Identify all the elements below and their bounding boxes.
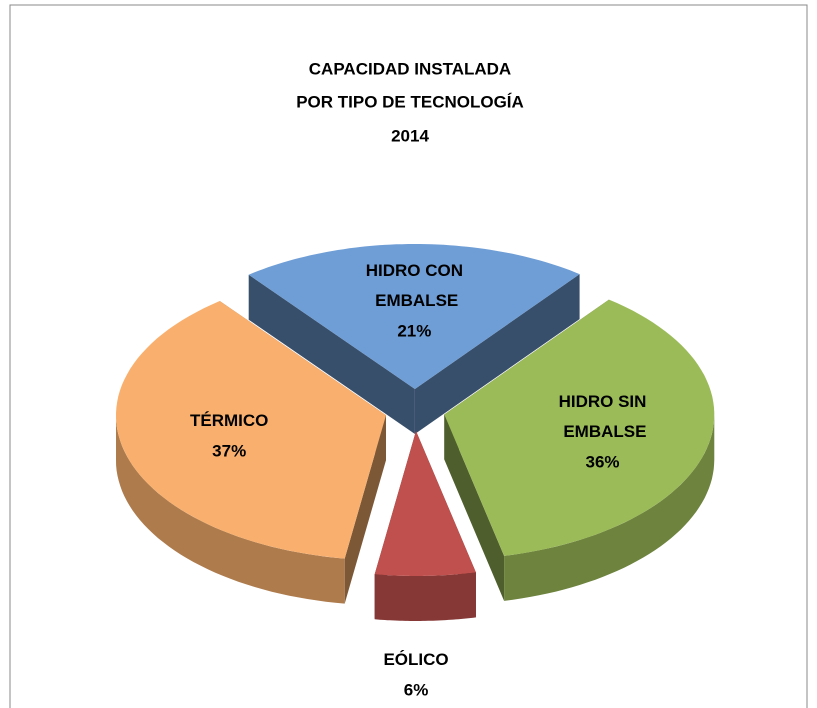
slice-side — [444, 414, 505, 601]
slice-top — [374, 431, 476, 576]
chart-title: 2014 — [391, 126, 429, 145]
slice-value-label: 36% — [586, 453, 620, 472]
slice-side — [344, 415, 386, 604]
chart-title: CAPACIDAD INSTALADA — [309, 59, 511, 78]
slice-label: HIDRO CON EMBALSE — [366, 261, 463, 310]
slice-value-label: 37% — [212, 442, 246, 461]
slice-top — [116, 301, 386, 559]
slice-label: HIDRO SIN EMBALSE — [559, 393, 647, 442]
slice-top — [444, 299, 715, 556]
slice-label: EÓLICO — [383, 650, 448, 669]
slice-value-label: 21% — [397, 321, 431, 340]
slice-side — [248, 274, 415, 434]
slice-wall — [504, 414, 715, 601]
slice-value-label: 6% — [404, 680, 429, 699]
slice-side — [414, 274, 580, 434]
slice-wall — [116, 415, 345, 604]
slice-top — [248, 244, 580, 389]
slice-label: TÉRMICO — [190, 412, 268, 431]
chart-title: POR TIPO DE TECNOLOGÍA — [296, 92, 524, 111]
slice-wall — [374, 572, 476, 621]
